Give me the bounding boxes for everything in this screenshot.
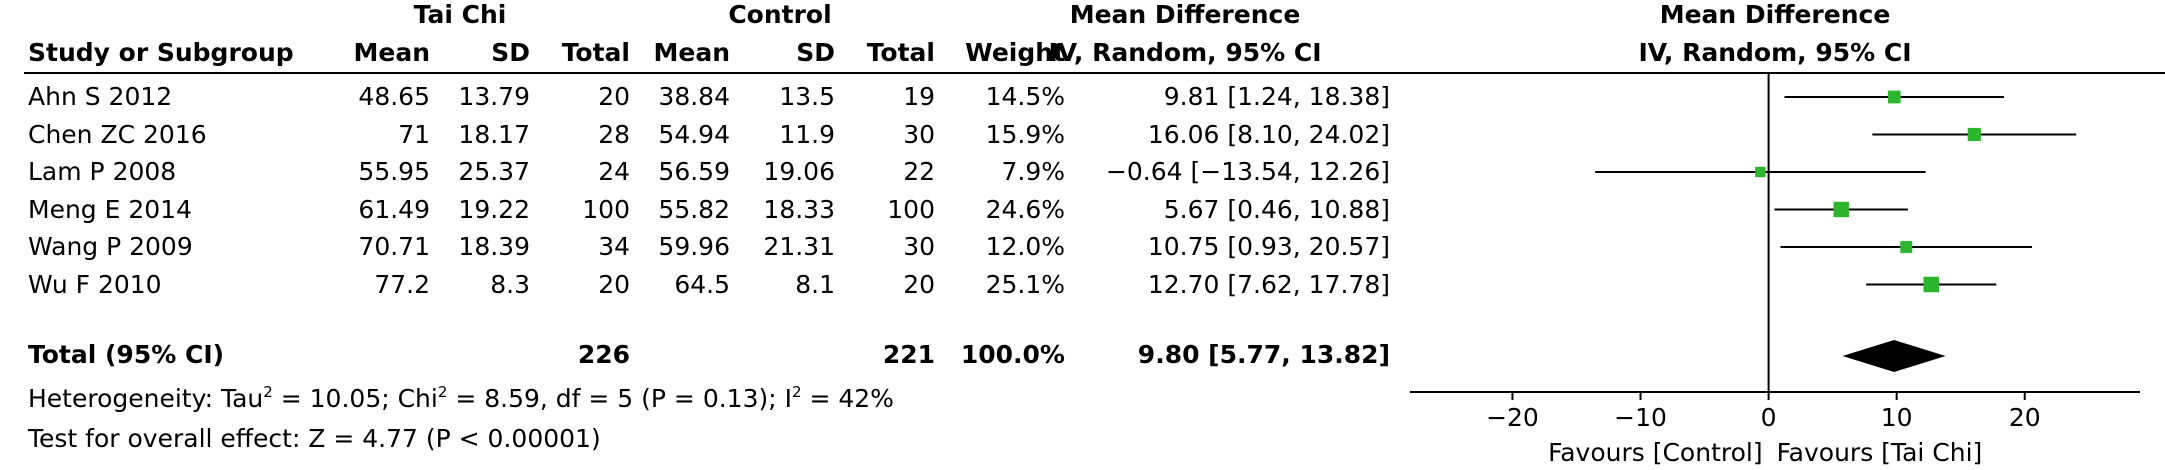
- study-mean-e: 77.2: [374, 269, 430, 299]
- x-tick-label: 20: [2009, 403, 2041, 432]
- total-weight: 100.0%: [960, 340, 1065, 369]
- heterogeneity-prefix: Heterogeneity: Tau: [28, 384, 264, 413]
- study-sd-e: 18.17: [458, 119, 530, 149]
- x-tick-label: 10: [1881, 403, 1913, 432]
- study-mean-c: 64.5: [674, 269, 730, 299]
- sd-c-header: SD: [796, 38, 835, 67]
- study-weight: 12.0%: [985, 232, 1065, 261]
- plot-method: IV, Random, 95% CI: [1638, 38, 1912, 67]
- total-label: Total (95% CI): [28, 340, 225, 369]
- study-mean-c: 59.96: [658, 232, 730, 261]
- study-column-header: Study or Subgroup: [28, 38, 294, 67]
- study-name: Wang P 2009: [28, 232, 193, 261]
- study-name: Chen ZC 2016: [28, 119, 207, 149]
- header-underline: [24, 72, 2165, 74]
- study-n-e: 100: [582, 194, 630, 224]
- study-n-e: 28: [598, 119, 630, 149]
- study-sd-e: 18.39: [458, 232, 530, 261]
- mean-c-header: Mean: [653, 38, 730, 67]
- x-tick-label: −10: [1614, 403, 1667, 432]
- study-sd-c: 13.5: [779, 82, 835, 111]
- heterogeneity-chi: = 8.59, df = 5 (P = 0.13); I: [447, 384, 792, 413]
- total-e-header: Total: [561, 38, 630, 67]
- study-weight: 24.6%: [985, 194, 1065, 224]
- study-n-e: 20: [598, 82, 630, 111]
- study-n-c: 20: [903, 269, 935, 299]
- study-weight: 25.1%: [985, 269, 1065, 299]
- chi-squared-sup: 2: [437, 383, 448, 401]
- tai-chi-group-header: Tai Chi: [413, 0, 507, 29]
- heterogeneity-tau: = 10.05; Chi: [272, 384, 438, 413]
- study-sd-c: 18.33: [763, 194, 835, 224]
- study-mean-e: 70.71: [358, 232, 430, 261]
- sd-e-header: SD: [491, 38, 530, 67]
- study-mean-c: 55.82: [658, 194, 730, 224]
- effect-marker: [1833, 201, 1849, 218]
- study-name: Wu F 2010: [28, 269, 162, 299]
- total-n-e: 226: [577, 340, 630, 369]
- i-squared-sup: 2: [791, 383, 802, 401]
- mean-e-header: Mean: [353, 38, 430, 67]
- study-ci-text: −0.64 [−13.54, 12.26]: [1105, 157, 1390, 186]
- study-weight: 15.9%: [985, 119, 1065, 149]
- favours-right-label: Favours [Tai Chi]: [1777, 438, 1983, 467]
- study-mean-e: 71: [398, 119, 430, 149]
- study-n-c: 19: [903, 82, 935, 111]
- study-sd-e: 19.22: [458, 194, 530, 224]
- study-mean-c: 38.84: [658, 82, 730, 111]
- control-group-header: Control: [728, 0, 832, 29]
- effect-method-header: IV, Random, 95% CI: [1048, 38, 1322, 67]
- study-weight: 14.5%: [985, 82, 1065, 111]
- study-n-c: 100: [887, 194, 935, 224]
- study-weight: 7.9%: [1001, 157, 1065, 186]
- study-n-e: 34: [598, 232, 630, 261]
- plot-title: Mean Difference: [1659, 0, 1891, 29]
- effect-title-header: Mean Difference: [1069, 0, 1301, 29]
- favours-left-label: Favours [Control]: [1548, 438, 1762, 467]
- study-ci-text: 10.75 [0.93, 20.57]: [1147, 232, 1390, 261]
- study-sd-e: 25.37: [458, 157, 530, 186]
- study-n-c: 30: [903, 119, 935, 149]
- study-mean-e: 61.49: [358, 194, 430, 224]
- study-name: Ahn S 2012: [28, 82, 173, 111]
- study-n-c: 22: [903, 157, 935, 186]
- total-n-c: 221: [882, 340, 935, 369]
- effect-marker: [1967, 127, 1981, 142]
- study-n-e: 20: [598, 269, 630, 299]
- summary-diamond: [1842, 340, 1946, 372]
- study-sd-c: 8.1: [795, 269, 835, 299]
- effect-marker: [1755, 166, 1766, 178]
- total-ci: 9.80 [5.77, 13.82]: [1137, 340, 1390, 369]
- study-n-c: 30: [903, 232, 935, 261]
- study-mean-c: 56.59: [658, 157, 730, 186]
- study-ci-text: 9.81 [1.24, 18.38]: [1163, 82, 1390, 111]
- study-ci-text: 16.06 [8.10, 24.02]: [1147, 119, 1390, 149]
- heterogeneity-text: Heterogeneity: Tau2 = 10.05; Chi2 = 8.59…: [28, 384, 894, 414]
- total-c-header: Total: [866, 38, 935, 67]
- heterogeneity-i2: = 42%: [801, 384, 894, 413]
- effect-marker: [1887, 90, 1901, 104]
- study-ci-text: 12.70 [7.62, 17.78]: [1147, 269, 1390, 299]
- effect-marker: [1923, 276, 1940, 293]
- study-mean-e: 55.95: [358, 157, 430, 186]
- effect-marker: [1900, 241, 1913, 253]
- study-name: Meng E 2014: [28, 194, 192, 224]
- study-sd-c: 11.9: [779, 119, 835, 149]
- study-mean-e: 48.65: [358, 82, 430, 111]
- study-name: Lam P 2008: [28, 157, 177, 186]
- study-sd-e: 8.3: [490, 269, 530, 299]
- study-ci-text: 5.67 [0.46, 10.88]: [1163, 194, 1390, 224]
- study-n-e: 24: [598, 157, 630, 186]
- study-sd-c: 19.06: [763, 157, 835, 186]
- overall-effect-text: Test for overall effect: Z = 4.77 (P < 0…: [28, 424, 601, 453]
- weight-header: Weight: [965, 38, 1065, 67]
- x-tick-label: 0: [1761, 403, 1777, 432]
- study-sd-c: 21.31: [763, 232, 835, 261]
- study-mean-c: 54.94: [658, 119, 730, 149]
- tau-squared-sup: 2: [263, 383, 273, 401]
- study-sd-e: 13.79: [458, 82, 530, 111]
- x-tick-label: −20: [1486, 403, 1539, 432]
